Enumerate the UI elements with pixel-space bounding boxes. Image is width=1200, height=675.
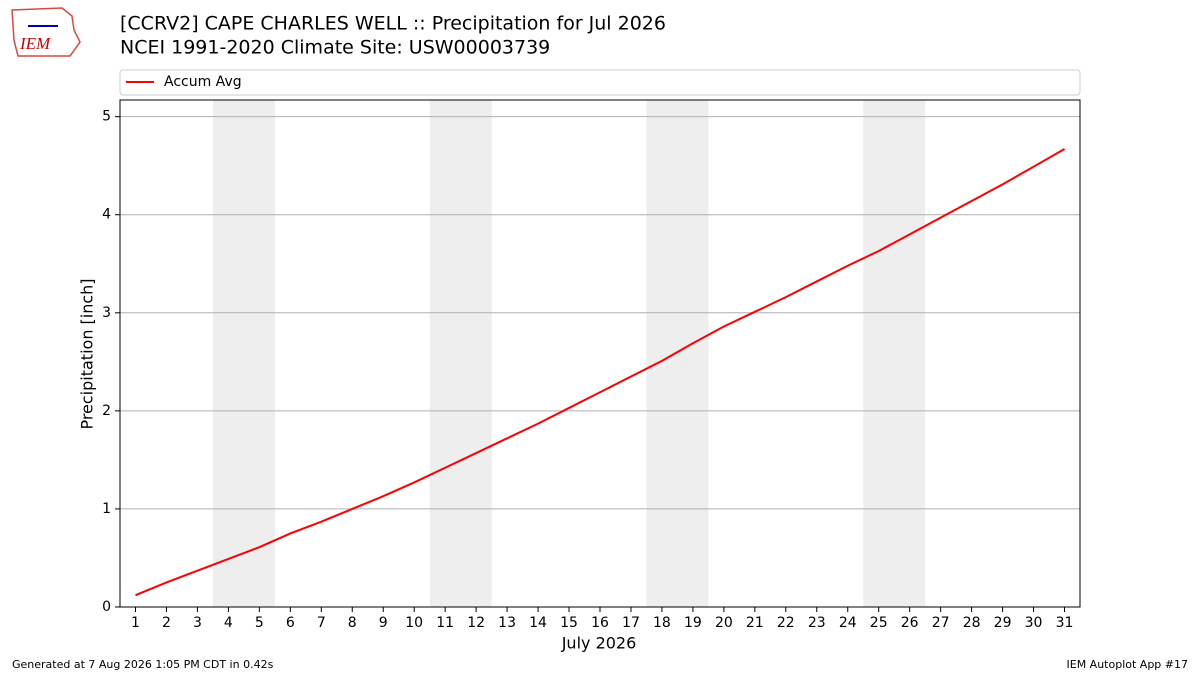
y-axis-label: Precipitation [inch] (78, 278, 97, 429)
x-tick-label: 12 (467, 615, 485, 631)
x-tick-label: 8 (348, 615, 357, 631)
y-tick-label: 0 (102, 599, 111, 615)
logo: IEM (11, 7, 81, 57)
x-tick-label: 31 (1056, 615, 1074, 631)
x-tick-label: 20 (715, 615, 733, 631)
y-tick-label: 5 (102, 109, 111, 125)
x-tick-label: 19 (684, 615, 702, 631)
x-tick-label: 27 (932, 615, 950, 631)
chart-title: [CCRV2] CAPE CHARLES WELL :: Precipitati… (120, 13, 666, 35)
legend-box (119, 69, 1081, 96)
x-tick-label: 7 (317, 615, 326, 631)
weekend-band (429, 100, 492, 607)
weekend-band (646, 100, 709, 607)
series-line (135, 148, 1066, 597)
x-tick-label: 2 (162, 615, 171, 631)
x-tick-label: 4 (224, 615, 233, 631)
x-tick-label: 1 (131, 615, 140, 631)
weekend-band (212, 100, 275, 607)
footer-left: Generated at 7 Aug 2026 1:05 PM CDT in 0… (12, 658, 274, 671)
x-tick-label: 15 (560, 615, 578, 631)
x-tick-label: 24 (839, 615, 857, 631)
y-tick-label: 4 (102, 207, 111, 223)
x-tick-label: 29 (994, 615, 1012, 631)
x-tick-label: 14 (529, 615, 547, 631)
x-tick-label: 6 (286, 615, 295, 631)
x-tick-label: 26 (901, 615, 919, 631)
logo-outline (11, 7, 81, 57)
x-tick-label: 25 (870, 615, 888, 631)
weekend-band (863, 100, 926, 607)
x-tick-label: 30 (1025, 615, 1043, 631)
x-axis-label: July 2026 (561, 634, 637, 653)
plot-frame (119, 99, 1081, 608)
x-tick-label: 17 (622, 615, 640, 631)
legend-label: Accum Avg (164, 74, 242, 90)
x-tick-label: 9 (379, 615, 388, 631)
x-tick-label: 23 (808, 615, 826, 631)
x-tick-label: 22 (777, 615, 795, 631)
footer-right: IEM Autoplot App #17 (1067, 658, 1189, 671)
y-tick-label: 3 (102, 305, 111, 321)
x-tick-label: 18 (653, 615, 671, 631)
x-tick-label: 3 (193, 615, 202, 631)
y-tick-label: 2 (102, 403, 111, 419)
chart-subtitle: NCEI 1991-2020 Climate Site: USW00003739 (120, 37, 550, 59)
x-tick-label: 13 (498, 615, 516, 631)
x-tick-label: 11 (436, 615, 454, 631)
x-tick-label: 10 (405, 615, 423, 631)
x-tick-label: 28 (963, 615, 981, 631)
x-tick-label: 5 (255, 615, 264, 631)
x-tick-label: 21 (746, 615, 764, 631)
logo-text: IEM (19, 34, 51, 53)
y-tick-label: 1 (102, 501, 111, 517)
x-tick-label: 16 (591, 615, 609, 631)
